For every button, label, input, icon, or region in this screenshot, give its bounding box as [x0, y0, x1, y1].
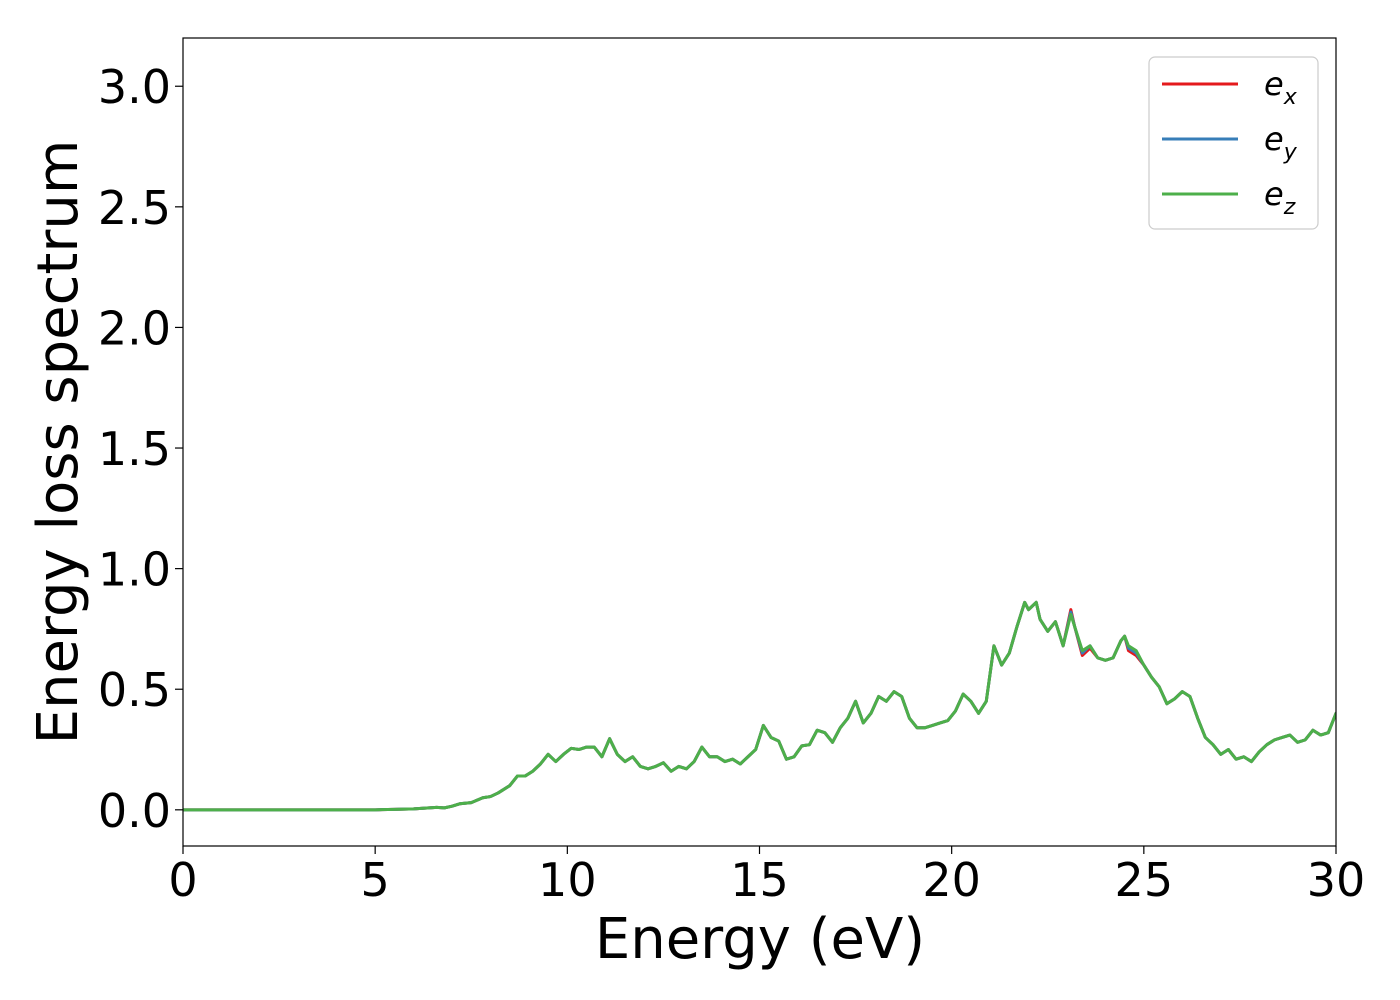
x-tick-label: 15: [730, 853, 789, 907]
x-tick-label: 10: [538, 853, 597, 907]
y-axis-label: Energy loss spectrum: [26, 140, 91, 745]
y-tick-label: 2.0: [98, 301, 171, 355]
y-tick-label: 1.0: [98, 543, 171, 597]
x-tick-label: 25: [1115, 853, 1174, 907]
legend-subscript: x: [1283, 85, 1298, 110]
x-tick-label: 30: [1307, 853, 1366, 907]
series-line-e-y: [183, 600, 1336, 812]
y-tick-label: 1.5: [98, 422, 171, 476]
legend-subscript: y: [1283, 140, 1298, 165]
y-tick-label: 3.0: [98, 60, 171, 114]
x-tick-label: 5: [361, 853, 390, 907]
x-tick-label: 0: [168, 853, 197, 907]
legend-subscript: z: [1283, 195, 1296, 220]
x-tick-label: 20: [922, 853, 981, 907]
y-tick-label: 0.5: [98, 663, 171, 717]
series-line-e-x: [183, 600, 1336, 812]
legend-box: [1148, 56, 1319, 230]
series-layer: [183, 600, 1336, 812]
y-tick-label: 2.5: [98, 181, 171, 235]
x-axis-label: Energy (eV): [595, 907, 925, 972]
axes-layer: 0 5 10 15 20 25 30 0.0 0.5 1.0 1.5 2.0 2.5 3.0: [98, 37, 1366, 907]
y-tick-label: 0.0: [98, 784, 171, 838]
series-line-e-z: [183, 600, 1336, 812]
